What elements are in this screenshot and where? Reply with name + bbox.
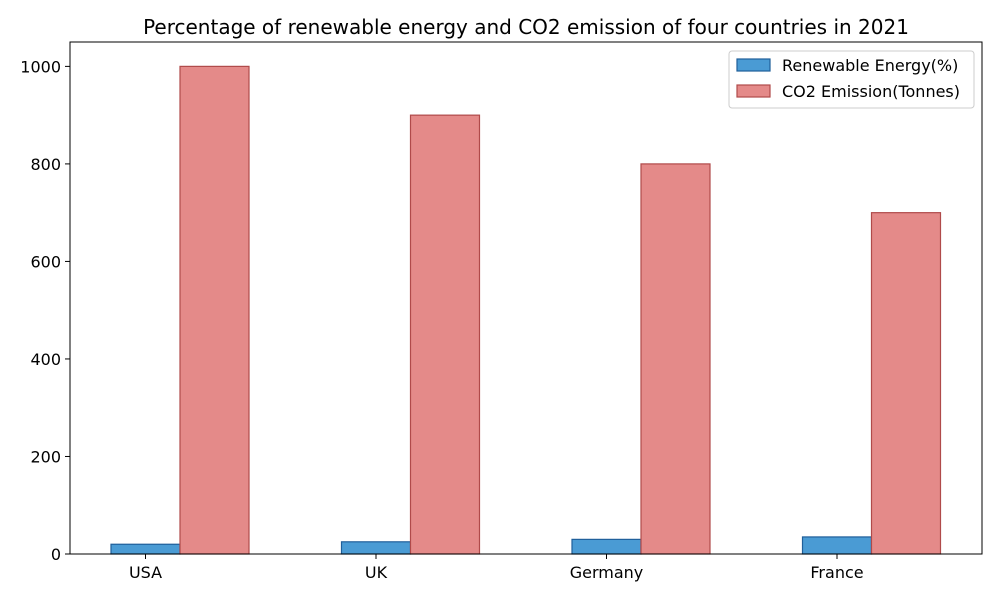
bars-layer	[110, 65, 942, 555]
y-tick-label: 0	[51, 545, 61, 564]
x-tick-label-usa: USA	[129, 563, 162, 582]
bar-uk-series-1	[340, 541, 412, 555]
chart-title: Percentage of renewable energy and CO2 e…	[143, 15, 909, 39]
y-tick-label: 400	[30, 350, 61, 369]
legend: Renewable Energy(%) CO2 Emission(Tonnes)	[728, 50, 975, 109]
legend-label-series-1: Renewable Energy(%)	[782, 56, 958, 75]
bar-uk-series-2	[409, 114, 481, 555]
bar-usa-series-2	[179, 65, 250, 555]
axes-layer: 0 200 400 600 800 1000 USA UK Germany France	[20, 41, 983, 582]
legend-swatch-series-2	[736, 84, 771, 98]
bar-france-series-2	[870, 212, 942, 555]
legend-label-series-2: CO2 Emission(Tonnes)	[782, 82, 960, 101]
x-tick-label-uk: UK	[365, 563, 388, 582]
y-tick-label: 1000	[20, 57, 61, 76]
plot-frame	[69, 41, 983, 555]
bar-usa-series-1	[110, 543, 181, 555]
bar-germany-series-1	[571, 538, 642, 555]
legend-box	[728, 50, 975, 109]
y-tick-label: 600	[30, 252, 61, 271]
x-tick-label-france: France	[810, 563, 863, 582]
legend-swatch-series-1	[736, 58, 771, 72]
x-tick-label-germany: Germany	[570, 563, 644, 582]
y-tick-label: 200	[30, 447, 61, 466]
y-tick-label: 800	[30, 155, 61, 174]
bar-france-series-1	[801, 536, 873, 555]
bar-germany-series-2	[640, 163, 711, 555]
